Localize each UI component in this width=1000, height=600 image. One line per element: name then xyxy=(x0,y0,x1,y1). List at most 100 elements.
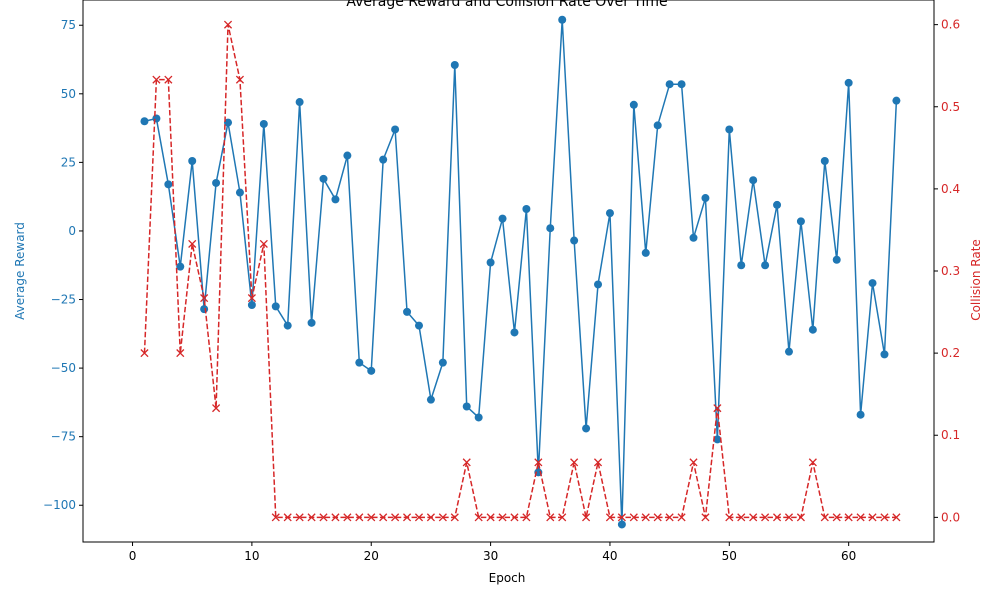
reward-point xyxy=(307,318,316,327)
y-axis-right-label: Collision Rate xyxy=(969,239,983,321)
collision-point xyxy=(546,513,555,522)
y-right-tick-label: 0.3 xyxy=(941,264,960,278)
collision-point xyxy=(570,458,579,467)
collision-point xyxy=(582,513,591,522)
y-left-tick-label: 50 xyxy=(61,87,76,101)
collision-point xyxy=(259,239,268,248)
collision-point xyxy=(319,513,328,522)
reward-point xyxy=(486,258,495,267)
reward-point xyxy=(235,188,244,197)
collision-point xyxy=(832,513,841,522)
reward-point xyxy=(677,80,686,89)
reward-point xyxy=(414,321,423,330)
reward-point xyxy=(820,157,829,166)
reward-point xyxy=(426,395,435,404)
y-right-tick-label: 0.4 xyxy=(941,182,960,196)
y-right-tick-label: 0.5 xyxy=(941,100,960,114)
reward-point xyxy=(379,155,388,164)
reward-point xyxy=(462,402,471,411)
reward-point xyxy=(367,366,376,375)
reward-point xyxy=(188,157,197,166)
reward-point xyxy=(868,279,877,288)
x-axis-label: Epoch xyxy=(489,571,526,585)
y-axis-left-label: Average Reward xyxy=(13,222,27,320)
reward-point xyxy=(546,224,555,233)
collision-point xyxy=(665,513,674,522)
reward-point xyxy=(176,262,185,271)
collision-point xyxy=(307,513,316,522)
collision-point xyxy=(438,513,447,522)
collision-point xyxy=(355,513,364,522)
y-right-tick-label: 0.0 xyxy=(941,510,960,524)
reward-point xyxy=(271,302,280,311)
reward-point xyxy=(629,100,638,109)
collision-point xyxy=(367,513,376,522)
reward-point xyxy=(892,96,901,105)
collision-point xyxy=(522,513,531,522)
collision-point xyxy=(808,458,817,467)
y-right-tick-label: 0.1 xyxy=(941,428,960,442)
reward-point xyxy=(498,214,507,223)
collision-point xyxy=(689,458,698,467)
reward-point xyxy=(522,205,531,214)
collision-point xyxy=(450,513,459,522)
x-tick-label: 10 xyxy=(244,549,259,563)
reward-point xyxy=(403,307,412,316)
reward-point xyxy=(617,520,626,529)
y-left-tick-label: −25 xyxy=(51,293,76,307)
collision-point xyxy=(701,513,710,522)
reward-point xyxy=(247,301,256,310)
collision-point xyxy=(593,458,603,467)
collision-point xyxy=(844,513,853,522)
chart-title: Average Reward and Collision Rate Over T… xyxy=(346,0,667,10)
collision-point xyxy=(558,513,567,522)
collision-point xyxy=(343,513,352,522)
reward-point xyxy=(164,180,173,189)
collision-point xyxy=(402,513,412,522)
collision-point xyxy=(200,294,209,303)
reward-point xyxy=(749,176,758,185)
reward-point xyxy=(665,80,674,89)
collision-point xyxy=(379,513,388,522)
collision-point xyxy=(140,349,149,358)
reward-point xyxy=(558,15,567,24)
reward-point xyxy=(283,321,292,330)
series-line-average-reward xyxy=(144,19,898,525)
reward-point xyxy=(570,236,579,245)
reward-point xyxy=(331,195,340,204)
reward-point xyxy=(737,261,746,270)
collision-point xyxy=(426,513,435,522)
y-left-tick-label: 75 xyxy=(61,18,76,32)
reward-point xyxy=(259,119,268,128)
collision-point xyxy=(188,239,197,248)
y-right-tick-label: 0.6 xyxy=(941,18,960,32)
y-left-tick-label: 25 xyxy=(61,155,76,169)
y-right-tick-label: 0.2 xyxy=(941,346,960,360)
reward-point xyxy=(641,248,650,257)
collision-point xyxy=(653,513,662,522)
collision-point xyxy=(534,458,543,467)
reward-point xyxy=(391,125,400,134)
collision-point xyxy=(223,20,233,29)
y-left-tick-label: 0 xyxy=(68,224,76,238)
reward-point xyxy=(653,121,662,130)
collision-point xyxy=(749,513,758,522)
collision-point xyxy=(235,75,245,84)
collision-point xyxy=(868,513,877,522)
reward-point xyxy=(880,350,889,359)
reward-point xyxy=(725,125,734,134)
collision-point xyxy=(677,513,686,522)
collision-point xyxy=(737,513,746,522)
reward-point xyxy=(343,151,352,160)
y-left-tick-label: −50 xyxy=(51,361,76,375)
collision-point xyxy=(761,513,770,522)
series-line-collision-rate xyxy=(143,24,897,519)
collision-point xyxy=(772,513,782,522)
reward-point xyxy=(594,280,603,289)
plot-area xyxy=(140,15,901,529)
collision-point xyxy=(212,404,221,413)
collision-point xyxy=(892,513,901,522)
collision-point xyxy=(498,513,507,522)
reward-point xyxy=(844,78,853,87)
